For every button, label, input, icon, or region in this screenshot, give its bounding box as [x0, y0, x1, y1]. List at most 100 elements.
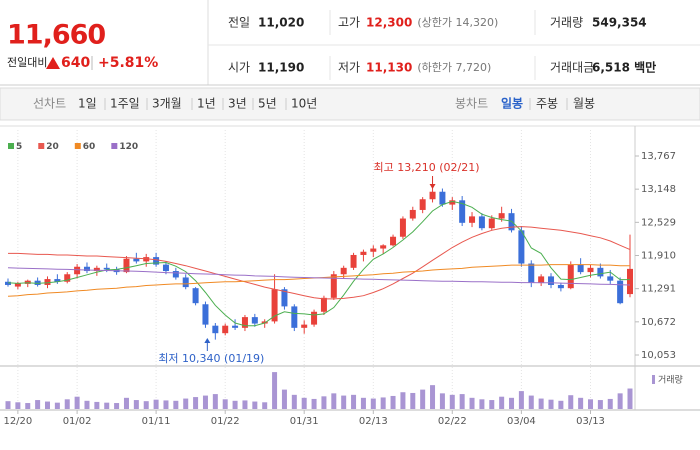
y-tick-label: 13,148 [641, 184, 676, 195]
candle-body [64, 274, 71, 282]
moving-average [7, 267, 631, 286]
volume-bar [222, 399, 228, 409]
volume-bar [272, 372, 278, 409]
y-tick-label: 10,672 [641, 317, 676, 328]
summary-value: 549,354 [592, 16, 647, 30]
candle-body [212, 325, 219, 334]
volume-bar [143, 401, 149, 409]
candle-body [162, 264, 169, 272]
candle-body [538, 276, 545, 283]
candle-button[interactable]: 주봉 [536, 97, 558, 111]
legend-swatch [652, 375, 655, 384]
candle-body [44, 279, 51, 285]
candle-body [399, 218, 406, 237]
volume-bar [163, 400, 169, 409]
candle-body [449, 200, 456, 205]
volume-bar [627, 388, 633, 409]
volume-bar [430, 385, 436, 409]
summary-label: 시가 [228, 61, 250, 75]
volume-bar [509, 397, 515, 409]
period-button[interactable]: 5년 [258, 97, 277, 111]
period-button[interactable]: 3개월 [152, 97, 182, 111]
volume-bar [74, 396, 80, 409]
volume-bar [469, 397, 475, 409]
change-label: 전일대비 [7, 55, 47, 69]
period-button[interactable]: 1일 [78, 97, 97, 111]
period-button[interactable]: 1주일 [110, 97, 140, 111]
candle-body [14, 283, 21, 287]
period-button[interactable]: 1년 [197, 97, 216, 111]
candle-body [607, 276, 614, 281]
candle-body [617, 280, 624, 304]
summary-value: 11,020 [258, 16, 304, 30]
candle-body [370, 248, 377, 252]
candle-body [291, 306, 298, 328]
candle-body [557, 284, 564, 289]
candle-body [34, 280, 41, 285]
candle-body [83, 266, 90, 272]
volume-bar [193, 397, 199, 409]
x-tick-label: 03/13 [576, 416, 605, 427]
change: 640 [61, 55, 90, 71]
candle-body [153, 257, 160, 265]
period-button[interactable]: 10년 [291, 97, 317, 111]
volume-bar [153, 399, 159, 409]
candle-body [103, 267, 110, 270]
volume-bar [281, 389, 287, 409]
volume-bar [538, 398, 544, 409]
volume-bar [44, 401, 50, 409]
candle-body [587, 267, 594, 273]
x-tick-label: 02/13 [359, 416, 388, 427]
candle-body [419, 199, 426, 210]
legend-label: 20 [46, 142, 59, 152]
candle-body [439, 191, 446, 205]
period-button[interactable]: 3년 [228, 97, 247, 111]
change-pct: +5.81% [98, 55, 158, 71]
candle-body [548, 276, 555, 285]
summary-label: 거래대금 [550, 61, 594, 75]
volume-bar [459, 394, 465, 409]
volume-bar [518, 391, 524, 409]
volume-bar [202, 395, 208, 409]
volume-bar [173, 400, 179, 409]
volume-bar [578, 397, 584, 409]
legend-swatch [38, 143, 45, 149]
volume-bar [548, 399, 554, 409]
volume-bar [449, 394, 455, 409]
candle-body [320, 297, 327, 312]
candle-body [340, 267, 347, 275]
legend-swatch [74, 143, 81, 149]
legend-swatch [8, 143, 14, 149]
volume-bar [410, 392, 416, 409]
candle-body [301, 324, 308, 328]
volume-bar [133, 400, 139, 409]
candle-body [5, 281, 11, 285]
candle-body [232, 325, 239, 328]
candle-button[interactable]: 일봉 [501, 97, 523, 111]
summary-label: 거래량 [550, 16, 583, 30]
volume-bar [5, 401, 11, 409]
volume-bar [479, 399, 485, 409]
candle-button[interactable]: 월봉 [573, 97, 595, 111]
volume-bar [94, 401, 100, 409]
candle-body [143, 257, 150, 262]
candle-body [518, 230, 525, 264]
volume-bar [242, 400, 248, 409]
volume-bar [64, 399, 70, 409]
volume-bar [331, 393, 337, 409]
candle-body [311, 311, 318, 325]
volume-bar [499, 396, 505, 409]
volume-bar [311, 398, 317, 409]
summary-value: 11,190 [258, 61, 304, 75]
x-tick-label: 01/31 [290, 416, 319, 427]
toolbar-buttons: 1일 1주일 3개월 1년 3년 5년 10년 일봉 주봉 월봉 [78, 97, 595, 111]
volume-bar [607, 398, 613, 409]
volume-bar [568, 395, 574, 409]
candle-body [192, 288, 199, 304]
candle-body [409, 209, 416, 219]
candle-body [360, 251, 367, 255]
legend-label: 120 [119, 142, 138, 152]
candle-body [222, 325, 229, 334]
candle-body [241, 317, 248, 328]
volume-bar [183, 398, 189, 409]
